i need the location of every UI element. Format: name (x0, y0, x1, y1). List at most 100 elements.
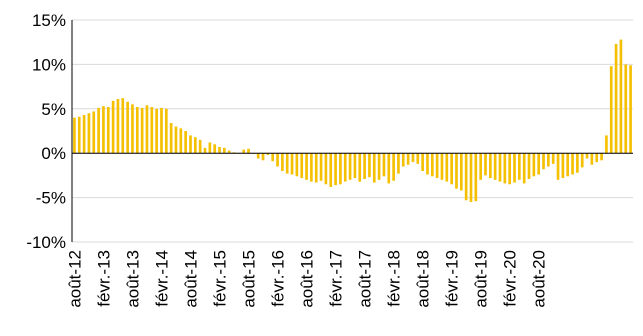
bar (73, 117, 76, 154)
bar (576, 153, 579, 173)
bar (527, 153, 531, 179)
x-tick-label: févr.-17 (327, 250, 346, 307)
bar (392, 153, 395, 181)
bar (435, 153, 439, 179)
bar (522, 153, 526, 184)
bar (111, 100, 115, 154)
bar (387, 153, 391, 184)
bar (77, 116, 81, 154)
x-tick-label: août-15 (240, 250, 259, 308)
bar (281, 153, 284, 171)
bar (256, 153, 260, 159)
bar (271, 153, 275, 162)
bar (382, 153, 386, 177)
bar (358, 153, 362, 182)
bar (353, 153, 357, 179)
bar (464, 153, 468, 201)
bar (372, 153, 376, 183)
x-tick-label: août-12 (65, 250, 84, 308)
bar (609, 66, 613, 154)
bar (479, 153, 482, 180)
bar (319, 153, 323, 181)
bar (532, 153, 536, 177)
bar (150, 107, 154, 154)
x-tick-labels: août-12 févr.-13 août-13 févr.-14 août-14 fév… (65, 250, 548, 308)
x-tick-label: août-17 (356, 250, 375, 308)
bar (189, 135, 192, 154)
bar (227, 150, 231, 154)
bar (445, 153, 449, 182)
bar (314, 153, 318, 183)
x-tick-label: févr.-16 (269, 250, 288, 307)
bar (102, 106, 105, 154)
bar (203, 147, 207, 154)
bar (169, 123, 173, 154)
bar (218, 146, 221, 154)
bar (121, 98, 125, 154)
bar (547, 153, 550, 167)
y-tick-label: 15% (32, 11, 66, 30)
bar (416, 153, 420, 164)
bar (580, 153, 584, 168)
x-tick-label: août-18 (414, 250, 433, 308)
bar (97, 107, 100, 154)
bar (377, 153, 381, 180)
bar (208, 142, 212, 154)
bar (629, 65, 632, 154)
bar (551, 153, 555, 164)
bar (484, 153, 487, 176)
bar (605, 135, 608, 154)
bar (276, 153, 279, 167)
bar (503, 153, 507, 184)
y-tick-label: 10% (32, 55, 66, 74)
bar (140, 107, 144, 154)
y-tick-label: -5% (36, 189, 66, 208)
bar (566, 153, 570, 177)
x-tick-label: août-16 (298, 250, 317, 308)
bar (116, 99, 120, 154)
bar (450, 153, 453, 185)
bar (348, 153, 352, 180)
bar (537, 153, 541, 175)
bar (82, 115, 86, 154)
bar (513, 153, 516, 183)
bar (411, 153, 415, 163)
bar (614, 43, 618, 154)
bar (155, 108, 158, 154)
bar (585, 153, 589, 159)
bar (624, 64, 628, 154)
bar (295, 153, 299, 177)
bar (135, 107, 139, 154)
bar (561, 153, 565, 179)
bar (213, 144, 216, 154)
bar (469, 153, 473, 203)
bar (329, 153, 333, 187)
bar (339, 153, 342, 185)
x-tick-label: févr.-18 (385, 250, 404, 307)
bar (595, 153, 599, 163)
bars (73, 39, 632, 203)
bar (508, 153, 512, 185)
bar (87, 113, 91, 154)
bar (455, 153, 458, 189)
bar (571, 153, 574, 175)
bar (556, 153, 560, 180)
x-tick-label: févr.-20 (501, 250, 520, 307)
y-tick-labels: -10% -5% 0% 5% 10% 15% (26, 11, 66, 252)
bar (198, 139, 202, 154)
bar (518, 153, 521, 180)
bar (310, 153, 313, 182)
axes (71, 20, 633, 242)
bar (160, 107, 163, 154)
bar (179, 128, 183, 154)
bar (493, 153, 497, 180)
bar (343, 153, 347, 182)
x-tick-label: févr.-14 (152, 250, 171, 307)
bar (193, 137, 197, 154)
x-tick-label: févr.-15 (211, 250, 230, 307)
bar (106, 107, 110, 154)
bar (406, 153, 410, 165)
bar (300, 153, 304, 179)
bar (131, 104, 134, 154)
